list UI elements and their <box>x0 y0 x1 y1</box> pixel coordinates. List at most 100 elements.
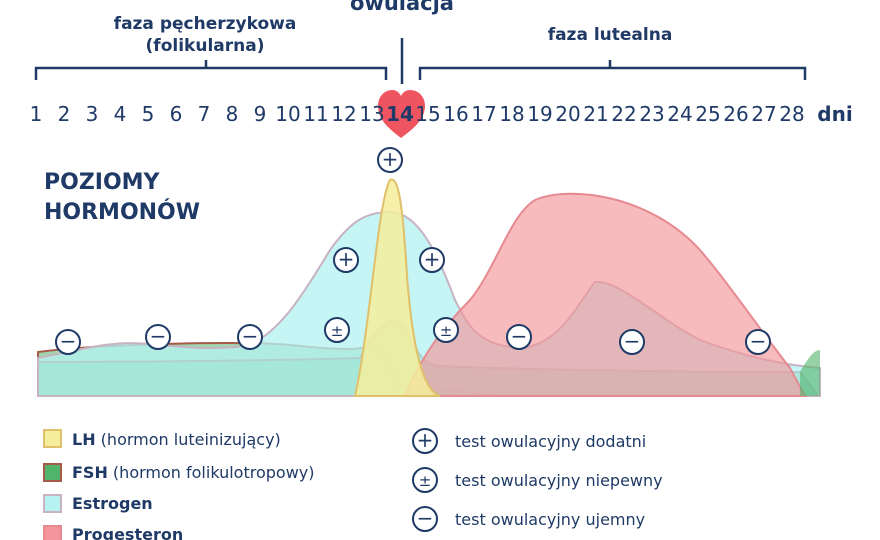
day-label: 2 <box>58 102 71 126</box>
marker-circle <box>237 324 263 350</box>
follicular-phase-bracket <box>34 60 388 80</box>
test-marker-uncertain: ± <box>324 317 350 343</box>
test-legend-entry: ± test owulacyjny niepewny <box>412 467 663 493</box>
progesterone-curve <box>403 192 807 397</box>
progesterone-swatch <box>43 525 62 540</box>
legend-marker-symbol: − <box>417 506 434 530</box>
day-label: 20 <box>555 102 580 126</box>
test-marker-uncertain: ± <box>433 317 459 343</box>
legend-marker-circle <box>412 428 438 454</box>
test-marker-positive: + <box>333 247 359 273</box>
ovulation-label: owulacja <box>350 0 454 15</box>
day-label: 3 <box>86 102 99 126</box>
heart-icon <box>378 90 425 138</box>
marker-symbol: − <box>511 324 528 348</box>
day-label: 9 <box>254 102 267 126</box>
marker-circle <box>333 247 359 273</box>
day-label: 15 <box>415 102 440 126</box>
day-label: 5 <box>142 102 155 126</box>
lh-legend-entry: LH (hormon luteinizujący) <box>72 430 281 449</box>
lh-swatch <box>43 429 62 448</box>
day-label: 11 <box>303 102 328 126</box>
marker-symbol: ± <box>331 322 344 340</box>
marker-circle <box>419 247 445 273</box>
test-marker-negative: − <box>55 329 81 355</box>
follicular-phase-sublabel: (folikularna) <box>146 36 265 56</box>
marker-circle <box>145 324 171 350</box>
section-title-line2: HORMONÓW <box>44 199 200 225</box>
marker-circle <box>619 329 645 355</box>
test-marker-negative: − <box>145 324 171 350</box>
test-legend-label: test owulacyjny niepewny <box>455 471 663 490</box>
progesterone-legend-entry: Progesteron <box>72 525 183 540</box>
fsh-legend-entry: FSH (hormon folikulotropowy) <box>72 463 315 482</box>
marker-symbol: − <box>750 329 767 353</box>
legend-marker-circle <box>412 467 438 493</box>
day-label: 24 <box>667 102 692 126</box>
test-marker-negative: − <box>745 329 771 355</box>
test-legend-label: test owulacyjny dodatni <box>455 432 646 451</box>
estrogen-swatch <box>43 494 62 513</box>
day-label: 19 <box>527 102 552 126</box>
marker-symbol: + <box>338 247 355 271</box>
day-label: 13 <box>359 102 384 126</box>
test-marker-positive: + <box>419 247 445 273</box>
day-label: 8 <box>226 102 239 126</box>
marker-circle <box>377 147 403 173</box>
day-label: 21 <box>583 102 608 126</box>
estrogen-legend-entry: Estrogen <box>72 494 153 513</box>
days-unit-label: dni <box>817 102 852 126</box>
day-label: 27 <box>751 102 776 126</box>
day-label: 22 <box>611 102 636 126</box>
marker-symbol: − <box>624 329 641 353</box>
day-label: 26 <box>723 102 748 126</box>
luteal-phase-bracket <box>418 60 807 80</box>
test-legend: + test owulacyjny dodatni ± test owulacyjny… <box>412 428 663 532</box>
marker-symbol: ± <box>440 322 453 340</box>
marker-circle <box>324 317 350 343</box>
test-marker-negative: − <box>237 324 263 350</box>
marker-circle <box>745 329 771 355</box>
day-label: 10 <box>275 102 300 126</box>
day-label: 1 <box>30 102 43 126</box>
day-label: 23 <box>639 102 664 126</box>
luteal-phase-label: faza lutealna <box>548 25 673 45</box>
day-label: 28 <box>779 102 804 126</box>
test-markers: − − − ± + + + ± − − − <box>55 147 771 355</box>
marker-circle <box>55 329 81 355</box>
test-legend-label: test owulacyjny ujemny <box>455 510 645 529</box>
day-label-ovulation: 14 <box>386 102 414 126</box>
marker-circle <box>506 324 532 350</box>
day-label: 18 <box>499 102 524 126</box>
lh-curve <box>353 178 441 397</box>
day-label: 17 <box>471 102 496 126</box>
day-label: 4 <box>114 102 127 126</box>
fsh-swatch <box>43 463 62 482</box>
marker-symbol: + <box>382 147 399 171</box>
legend-marker-symbol: + <box>417 428 434 452</box>
day-axis: 1 2 3 4 5 6 7 8 9 10 11 12 13 14 15 16 17 18 19 20 21 22 23 24 2… <box>30 102 805 126</box>
marker-symbol: + <box>424 247 441 271</box>
test-marker-negative: − <box>619 329 645 355</box>
legend-marker-circle <box>412 506 438 532</box>
test-marker-positive: + <box>377 147 403 173</box>
fsh-curve-tail <box>800 350 820 396</box>
marker-circle <box>433 317 459 343</box>
marker-symbol: − <box>242 324 259 348</box>
test-legend-entry: − test owulacyjny ujemny <box>412 506 645 532</box>
day-label: 7 <box>198 102 211 126</box>
legend-marker-symbol: ± <box>419 472 432 490</box>
test-marker-negative: − <box>506 324 532 350</box>
day-label: 16 <box>443 102 468 126</box>
day-label: 12 <box>331 102 356 126</box>
day-label: 25 <box>695 102 720 126</box>
day-label: 6 <box>170 102 183 126</box>
marker-symbol: − <box>150 324 167 348</box>
follicular-phase-label: faza pęcherzykowa <box>114 14 297 34</box>
marker-symbol: − <box>60 329 77 353</box>
test-legend-entry: + test owulacyjny dodatni <box>412 428 646 454</box>
hormone-legend: LH (hormon luteinizujący) FSH (hormon fo… <box>43 429 315 540</box>
section-title-line1: POZIOMY <box>44 170 161 195</box>
